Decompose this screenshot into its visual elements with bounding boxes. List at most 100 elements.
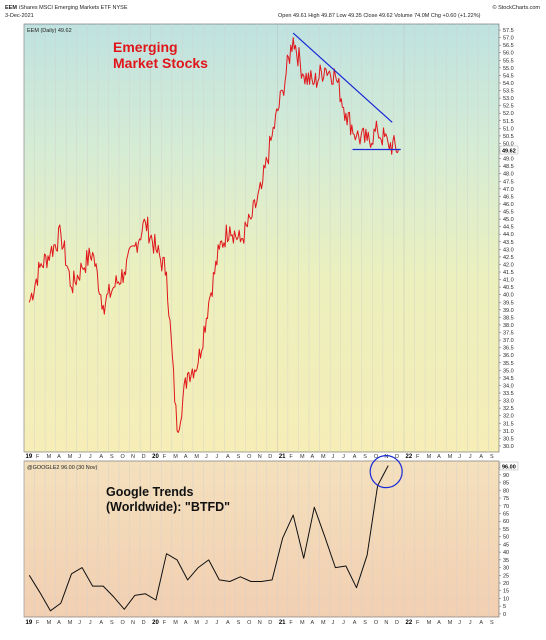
google-trends-axis: 05101520253035404550556065707580859095 — [499, 465, 509, 618]
price-tick-label: 46.5 — [503, 194, 514, 200]
month-tick-label: O — [374, 620, 379, 626]
month-tick-label: N — [131, 454, 135, 460]
month-tick-label: J — [342, 620, 345, 626]
google-tick-label: 25 — [503, 573, 509, 579]
month-tick-label: 20 — [152, 454, 159, 460]
month-tick-label: J — [469, 454, 472, 460]
month-tick-label: J — [78, 454, 81, 460]
symbol-label: EEM — [5, 5, 17, 11]
month-tick-label: J — [216, 454, 219, 460]
price-tick-label: 31.0 — [503, 429, 514, 435]
month-tick-label: M — [427, 620, 432, 626]
month-tick-label: N — [131, 620, 135, 626]
month-tick-label: M — [427, 454, 432, 460]
month-tick-label: A — [184, 454, 188, 460]
price-tick-label: 36.0 — [503, 353, 514, 359]
month-tick-label: M — [194, 620, 199, 626]
month-tick-label: F — [36, 620, 40, 626]
month-tick-label: M — [300, 620, 305, 626]
price-tick-label: 36.5 — [503, 346, 514, 352]
month-tick-label: O — [247, 620, 252, 626]
month-tick-label: S — [237, 454, 241, 460]
month-tick-label: 20 — [152, 620, 159, 626]
google-trends-legend: @GOOGLE2 96.00 (30 Nov) — [27, 465, 98, 471]
month-tick-label: S — [490, 454, 494, 460]
security-name: iShares MSCI Emerging Markets ETF NYSE — [19, 5, 128, 11]
google-tick-label: 60 — [503, 519, 509, 525]
month-tick-label: M — [47, 620, 52, 626]
google-tick-label: 90 — [503, 473, 509, 479]
month-tick-label: F — [163, 620, 167, 626]
month-tick-label: 22 — [406, 454, 413, 460]
google-trends-line — [28, 465, 389, 612]
month-tick-label: A — [479, 620, 483, 626]
month-tick-label: J — [78, 620, 81, 626]
month-tick-label: N — [258, 620, 262, 626]
price-line — [28, 37, 400, 433]
month-tick-label: N — [384, 454, 388, 460]
month-tick-label: J — [332, 454, 335, 460]
month-tick-label: O — [374, 454, 379, 460]
google-tick-label: 35 — [503, 558, 509, 564]
google-tick-label: 50 — [503, 535, 509, 541]
month-tick-label: J — [342, 454, 345, 460]
google-tick-label: 45 — [503, 542, 509, 548]
price-tick-label: 56.0 — [503, 51, 514, 57]
month-tick-label: M — [173, 454, 178, 460]
price-tick-label: 55.0 — [503, 66, 514, 72]
price-tick-label: 48.0 — [503, 172, 514, 178]
month-tick-label: A — [57, 454, 61, 460]
price-tick-label: 52.5 — [503, 104, 514, 110]
price-tick-label: 32.0 — [503, 414, 514, 420]
month-tick-label: M — [300, 454, 305, 460]
google-tick-label: 65 — [503, 512, 509, 518]
price-tick-label: 40.5 — [503, 285, 514, 291]
month-tick-label: J — [332, 620, 335, 626]
price-tick-label: 41.5 — [503, 270, 514, 276]
month-tick-label: D — [268, 620, 272, 626]
price-tick-label: 45.0 — [503, 217, 514, 223]
google-trends-gridlines — [23, 461, 489, 617]
price-tick-label: 37.0 — [503, 338, 514, 344]
month-tick-label: D — [395, 454, 399, 460]
chart-date: 3-Dec-2021 — [5, 13, 34, 19]
google-tick-label: 10 — [503, 596, 509, 602]
price-tick-label: 42.5 — [503, 255, 514, 261]
google-tick-label: 75 — [503, 496, 509, 502]
price-tick-label: 34.5 — [503, 376, 514, 382]
price-tick-label: 57.5 — [503, 28, 514, 34]
price-tick-label: 43.5 — [503, 240, 514, 246]
month-tick-label: D — [142, 620, 146, 626]
month-tick-label: J — [205, 454, 208, 460]
price-tick-label: 46.0 — [503, 202, 514, 208]
month-axis: 19 F M A M J J A S O N D 20 F M A M J J A S O N D 21 F M A M J J A S O N D 2… — [26, 454, 494, 460]
price-gridlines — [23, 24, 489, 452]
price-tick-label: 56.5 — [503, 43, 514, 49]
google-tick-label: 40 — [503, 550, 509, 556]
price-tick-label: 53.5 — [503, 89, 514, 95]
month-tick-label: N — [258, 454, 262, 460]
month-tick-label: M — [68, 454, 73, 460]
lower-annotation-line2: (Worldwide): "BTFD" — [106, 500, 230, 514]
main-annotation-line2: Market Stocks — [113, 55, 208, 71]
price-tick-label: 54.5 — [503, 73, 514, 79]
month-tick-label: A — [311, 454, 315, 460]
price-tick-label: 33.5 — [503, 391, 514, 397]
price-tick-label: 44.0 — [503, 232, 514, 238]
google-tick-label: 55 — [503, 527, 509, 533]
month-tick-label: M — [448, 620, 453, 626]
google-tick-label: 70 — [503, 504, 509, 510]
month-tick-label: A — [353, 620, 357, 626]
month-tick-label: N — [384, 620, 388, 626]
price-tick-label: 39.5 — [503, 300, 514, 306]
price-tick-label: 40.0 — [503, 293, 514, 299]
price-tick-label: 49.0 — [503, 157, 514, 163]
month-tick-label: J — [216, 620, 219, 626]
month-tick-label: S — [237, 620, 241, 626]
price-tick-label: 30.0 — [503, 444, 514, 450]
price-tick-label: 45.5 — [503, 210, 514, 216]
price-tick-label: 50.0 — [503, 141, 514, 147]
price-tick-label: 35.5 — [503, 361, 514, 367]
price-tick-label: 32.5 — [503, 406, 514, 412]
